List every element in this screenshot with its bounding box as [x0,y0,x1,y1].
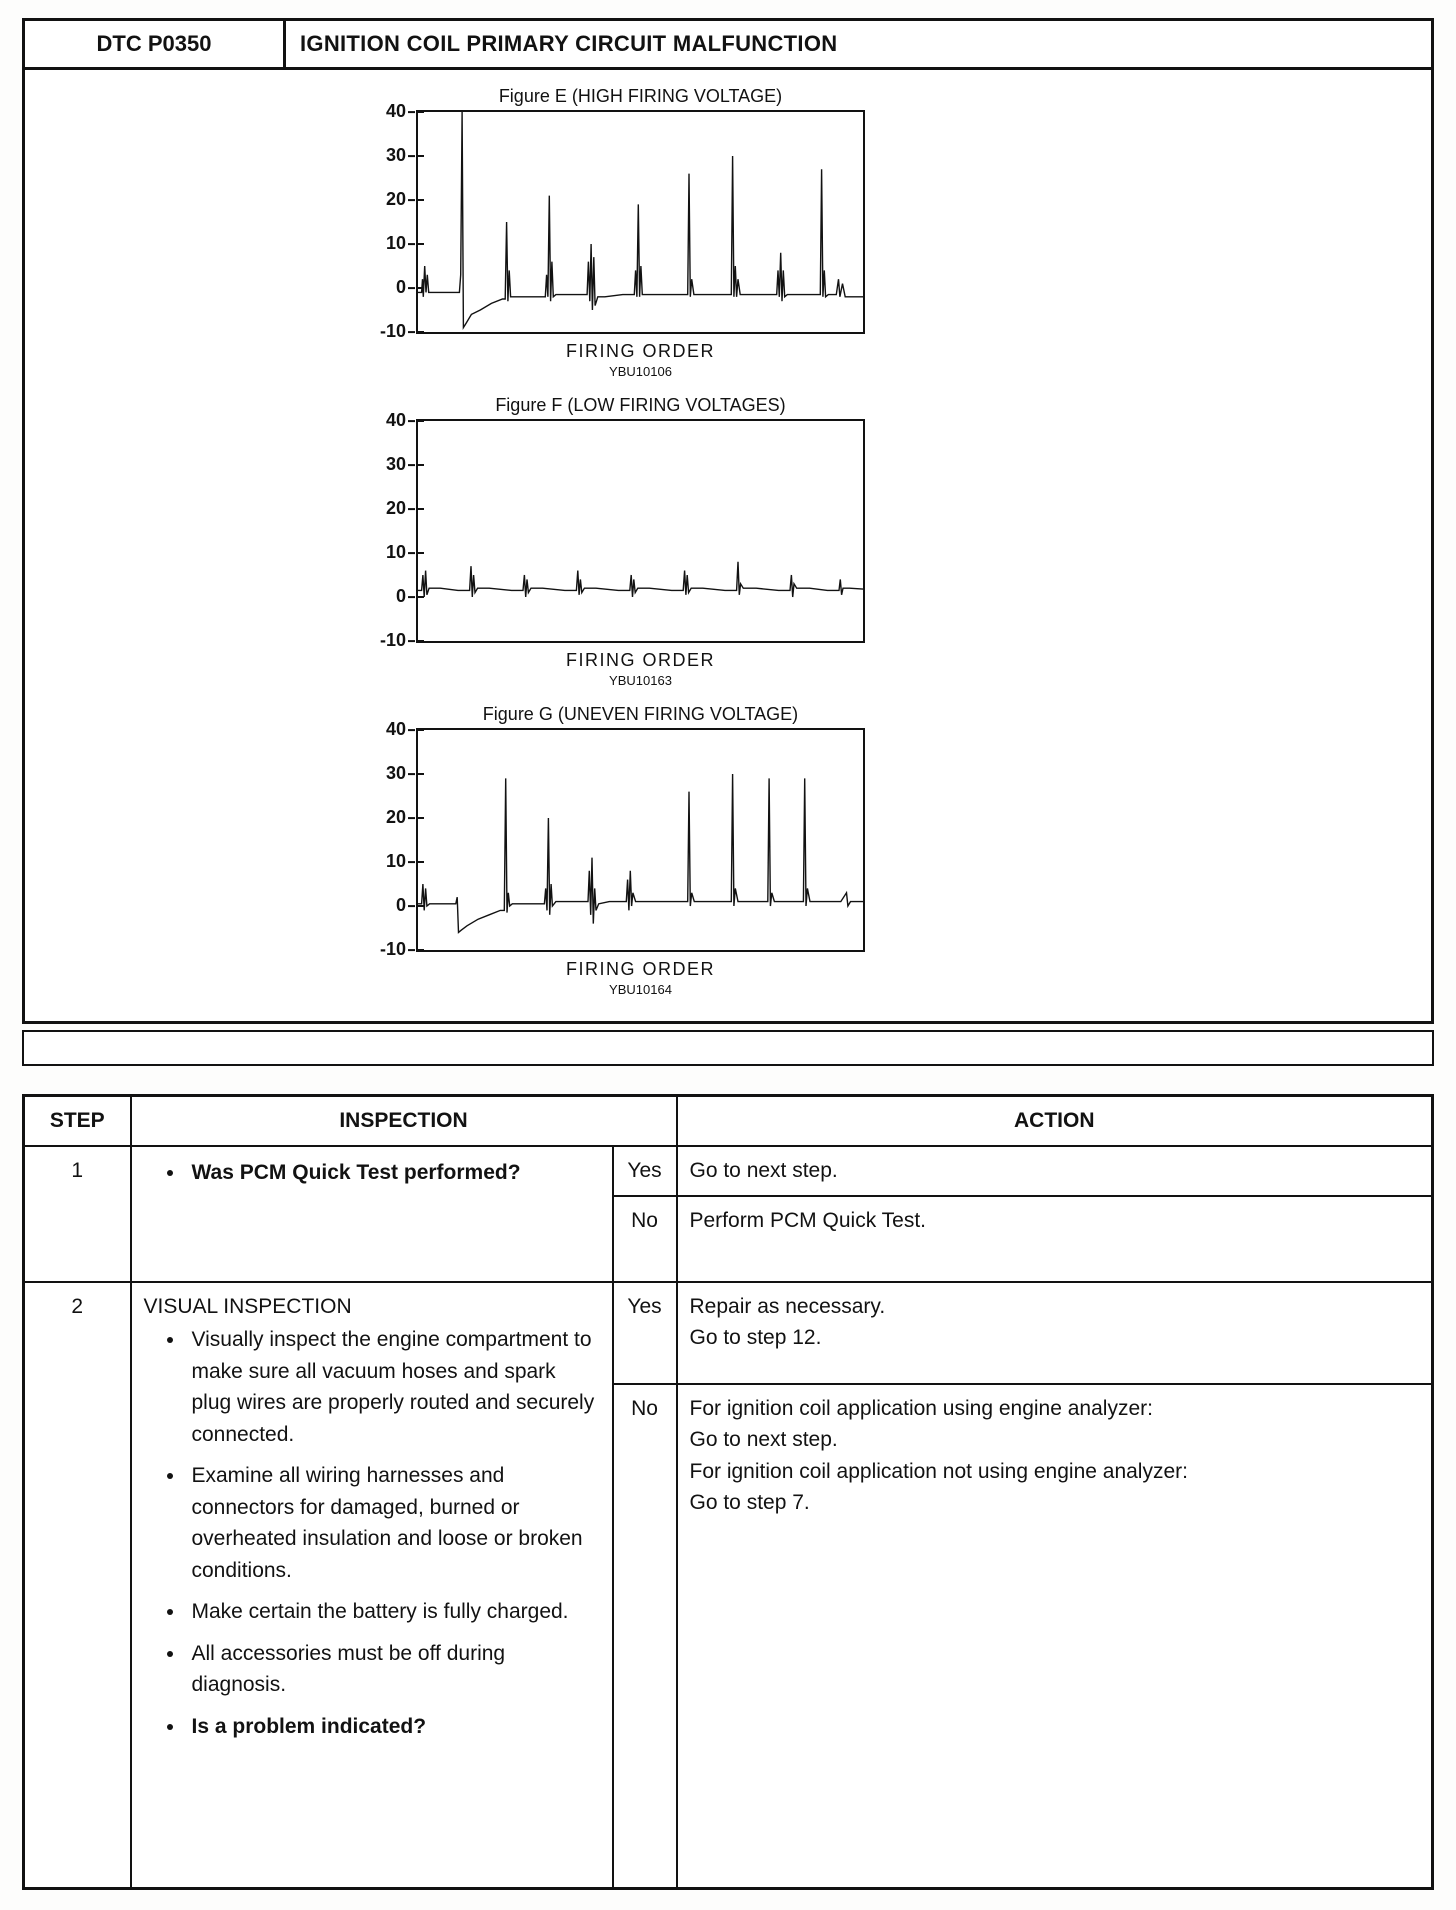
dtc-title: IGNITION COIL PRIMARY CIRCUIT MALFUNCTIO… [283,21,1431,67]
figure-e-plot-box [416,110,865,334]
figure-e-caption: FIRING ORDER [565,341,715,361]
inspection-bullets: Visually inspect the engine compartment … [144,1324,600,1742]
table-header-row: STEP INSPECTION ACTION [22,1094,1434,1147]
result-no-label: No [611,1194,678,1283]
figure-g-waveform [418,730,863,950]
diagnostic-steps-table: STEP INSPECTION ACTION 1 Was PCM Quick T… [22,1094,1434,1890]
inspection-bullets: Was PCM Quick Test performed? [144,1157,600,1189]
action-text: Repair as necessary. Go to step 12. [675,1280,1434,1385]
figure-e-y-axis: 40 30 20 10 0 -10 [371,102,416,340]
inspection-cell: VISUAL INSPECTION Visually inspect the e… [129,1280,614,1890]
y-tick-label: 10 [385,851,416,872]
inspection-bullet: All accessories must be off during diagn… [186,1638,600,1701]
y-tick-label: -10 [379,939,416,960]
header-inspection: INSPECTION [129,1094,678,1147]
figure-f-title: Figure F (LOW FIRING VOLTAGES) [495,395,786,415]
figure-e-plot-row: 40 30 20 10 0 -10 [371,102,865,340]
header-action: ACTION [675,1094,1434,1147]
result-yes-label: Yes [611,1144,678,1197]
dtc-header: DTC P0350 IGNITION COIL PRIMARY CIRCUIT … [25,21,1431,70]
figure-g-plot-box [416,728,865,952]
figure-f-waveform [418,421,863,641]
header-step: STEP [22,1094,132,1147]
y-tick-label: -10 [379,321,416,342]
figure-f-y-axis: 40 30 20 10 0 -10 [371,411,416,649]
figure-f-caption: FIRING ORDER [565,650,715,670]
action-text: Go to next step. [675,1144,1434,1197]
figure-g: Figure G (UNEVEN FIRING VOLTAGE) 40 30 2… [371,704,865,997]
figure-g-code: YBU10164 [609,982,672,997]
figure-f-code: YBU10163 [609,673,672,688]
figure-g-plot-row: 40 30 20 10 0 -10 [371,720,865,958]
y-tick-label: 30 [385,454,416,475]
action-text: For ignition coil application using engi… [675,1382,1434,1890]
empty-strip [22,1030,1434,1066]
inspection-cell: Was PCM Quick Test performed? [129,1144,614,1283]
figure-e-waveform [418,112,863,332]
y-tick-label: 20 [385,189,416,210]
inspection-bullet: Examine all wiring harnesses and connect… [186,1460,600,1586]
y-tick-label: 0 [395,895,416,916]
figure-e-code: YBU10106 [609,364,672,379]
inspection-question: Is a problem indicated? [186,1711,600,1743]
result-yes-label: Yes [611,1280,678,1385]
y-tick-label: 40 [385,101,416,122]
figures-area: Figure E (HIGH FIRING VOLTAGE) 40 30 20 … [25,70,1431,1021]
result-no-label: No [611,1382,678,1890]
dtc-panel: DTC P0350 IGNITION COIL PRIMARY CIRCUIT … [22,18,1434,1024]
inspection-heading: VISUAL INSPECTION [143,1294,352,1318]
figure-f-plot-row: 40 30 20 10 0 -10 [371,411,865,649]
figure-f: Figure F (LOW FIRING VOLTAGES) 40 30 20 … [371,395,865,688]
action-text: Perform PCM Quick Test. [675,1194,1434,1283]
y-tick-label: 20 [385,807,416,828]
figure-e: Figure E (HIGH FIRING VOLTAGE) 40 30 20 … [371,86,865,379]
table-row-step2-no: No For ignition coil application using e… [24,1382,1434,1890]
figure-e-title: Figure E (HIGH FIRING VOLTAGE) [498,86,783,106]
y-tick-label: 10 [385,542,416,563]
figure-f-plot-box [416,419,865,643]
inspection-question: Was PCM Quick Test performed? [186,1157,600,1189]
figure-g-caption: FIRING ORDER [565,959,715,979]
step-number: 2 [22,1280,132,1890]
y-tick-label: 40 [385,719,416,740]
y-tick-label: 30 [385,145,416,166]
y-tick-label: 0 [395,277,416,298]
y-tick-label: 30 [385,763,416,784]
figure-g-y-axis: 40 30 20 10 0 -10 [371,720,416,958]
y-tick-label: 20 [385,498,416,519]
table-row-step1-no: No Perform PCM Quick Test. [24,1194,1434,1283]
y-tick-label: -10 [379,630,416,651]
figure-g-title: Figure G (UNEVEN FIRING VOLTAGE) [482,704,799,724]
y-tick-label: 40 [385,410,416,431]
step-number: 1 [22,1144,132,1283]
dtc-code: DTC P0350 [96,31,212,56]
y-tick-label: 0 [395,586,416,607]
inspection-bullet: Make certain the battery is fully charge… [186,1596,600,1628]
inspection-bullet: Visually inspect the engine compartment … [186,1324,600,1450]
table-row-step2-yes: 2 VISUAL INSPECTION Visually inspect the… [22,1280,1434,1890]
y-tick-label: 10 [385,233,416,254]
table-row-step1-yes: 1 Was PCM Quick Test performed? Yes Go t… [22,1144,1434,1283]
